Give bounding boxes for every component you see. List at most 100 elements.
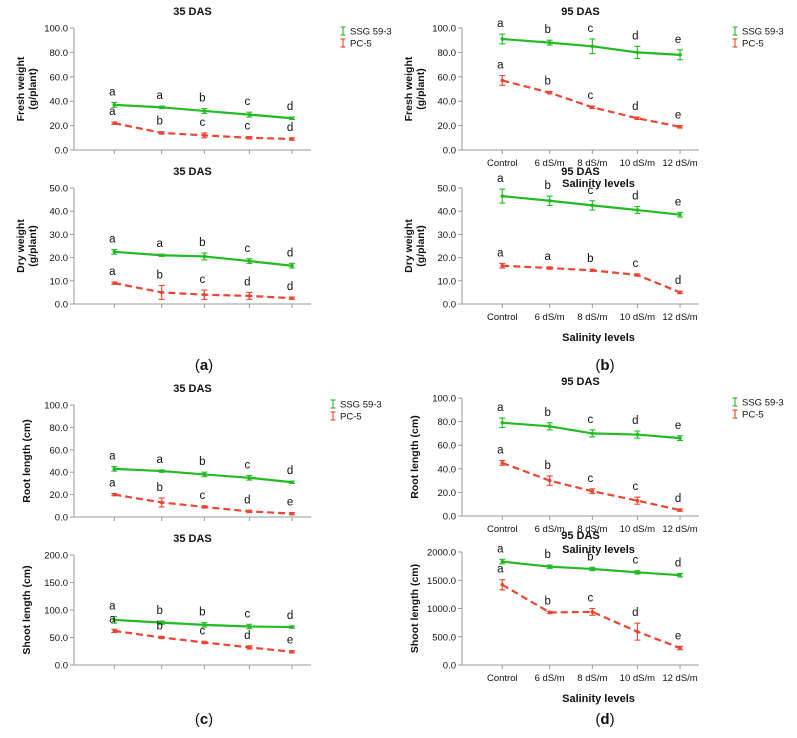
y-axis-label: Fresh weight(g/plant) (15, 56, 39, 121)
data-point (678, 573, 682, 577)
y-tick-label: 20.0 (50, 253, 69, 264)
data-point (202, 133, 207, 138)
data-point (635, 50, 640, 55)
y-tick-label: 20.0 (438, 488, 457, 499)
y-axis-label: Fresh weight(g/plant) (403, 56, 427, 121)
data-point (547, 610, 552, 615)
significance-letter: c (587, 185, 593, 197)
legend-label: PC-5 (742, 410, 764, 421)
significance-letter: c (587, 90, 593, 102)
x-tick-label: 10 dS/m (620, 524, 655, 535)
data-point (500, 263, 505, 268)
data-point (590, 489, 595, 494)
y-tick-label: 100.0 (44, 401, 68, 412)
y-tick-label: 40.0 (438, 207, 457, 218)
significance-letter: c (587, 473, 593, 485)
data-point (247, 476, 252, 480)
chart-title: 95 DAS (561, 6, 600, 18)
significance-letter: c (633, 258, 639, 270)
legend-label: PC-5 (340, 412, 362, 423)
y-tick-label: 0.0 (443, 300, 456, 311)
chart-3: 35 DAS Dry weight(g/plant) 0.0 10.0 20.0 30.0… (15, 26, 784, 311)
data-point (678, 508, 682, 512)
y-tick-label: 80.0 (50, 423, 69, 434)
y-axis-label: Dry weight(g/plant) (15, 219, 39, 273)
y-tick-label: 500.0 (432, 632, 456, 643)
y-tick-label: 80.0 (438, 48, 457, 59)
data-point (112, 121, 117, 125)
y-tick-label: 60.0 (50, 72, 69, 83)
significance-letter: e (675, 110, 681, 122)
legend: SSG 59-3PC-5 (732, 397, 784, 421)
data-point (678, 53, 682, 57)
data-point (590, 203, 595, 208)
y-tick-label: 40.0 (50, 468, 69, 479)
significance-letter: b (587, 253, 593, 265)
significance-letter: d (675, 557, 681, 569)
data-point (247, 112, 252, 117)
x-axis-label: Salinity levels (562, 332, 635, 344)
significance-letter: b (156, 116, 162, 128)
significance-letter: a (109, 233, 116, 245)
data-point (247, 136, 252, 140)
chart-title: 35 DAS (173, 383, 212, 395)
significance-letter: d (244, 276, 250, 288)
significance-letter: d (287, 465, 293, 477)
y-axis-label: Shoot length (cm) (409, 564, 421, 653)
significance-letter: c (633, 555, 639, 567)
chart-title: 95 DAS (561, 376, 600, 388)
data-point (590, 105, 595, 110)
significance-letter: d (244, 494, 250, 506)
chart-6: 95 DAS Root length (cm) 0.0 20.0 40.0 60.0 80.… (409, 376, 699, 556)
significance-letter: c (245, 121, 251, 133)
data-point (112, 618, 117, 622)
data-point (290, 296, 294, 301)
x-tick-label: Control (487, 312, 518, 323)
significance-letter: b (199, 456, 205, 468)
data-point (590, 431, 595, 436)
data-point (247, 259, 252, 263)
legend-label: SSG 59-3 (340, 400, 382, 411)
significance-letter: c (245, 460, 251, 472)
legend: SSG 59-3PC-5 (732, 26, 784, 50)
significance-letter: d (632, 607, 638, 619)
significance-letter: b (544, 407, 550, 419)
significance-letter: b (199, 237, 205, 249)
y-tick-label: 20.0 (50, 121, 69, 132)
x-tick-label: 12 dS/m (662, 673, 697, 684)
y-tick-label: 10.0 (50, 276, 69, 287)
y-tick-label: 0.0 (55, 661, 68, 672)
significance-letter: a (109, 613, 116, 625)
chart-2: 95 DAS Fresh weight(g/plant) 0.0 20.0 40.0 60… (403, 6, 699, 190)
data-point (202, 109, 207, 113)
significance-letter: d (287, 122, 293, 134)
significance-letter: a (109, 477, 116, 489)
data-point (547, 40, 552, 45)
significance-letter: b (544, 460, 550, 472)
significance-letter: c (199, 490, 205, 502)
significance-letter: b (544, 549, 550, 561)
y-axis-label: Shoot length (cm) (21, 565, 33, 654)
y-tick-label: 30.0 (438, 230, 457, 241)
data-point (247, 645, 252, 650)
significance-letter: b (544, 180, 550, 192)
data-point (547, 564, 552, 569)
significance-letter: d (632, 191, 638, 203)
y-tick-label: 30.0 (50, 230, 69, 241)
chart-title: 35 DAS (173, 166, 212, 178)
significance-letter: a (497, 402, 504, 414)
data-point (112, 629, 117, 633)
x-tick-label: 8 dS/m (577, 312, 607, 323)
x-tick-label: 8 dS/m (577, 158, 607, 169)
y-tick-label: 40.0 (438, 97, 457, 108)
x-tick-label: 8 dS/m (577, 524, 607, 535)
y-tick-label: 200.0 (44, 551, 68, 562)
panel-label-d: (d) (595, 711, 614, 728)
significance-letter: a (497, 564, 504, 576)
y-tick-label: 1000.0 (427, 604, 456, 615)
data-point (202, 640, 207, 645)
significance-letter: b (544, 24, 550, 36)
data-point (547, 90, 552, 95)
x-tick-label: 6 dS/m (535, 312, 565, 323)
